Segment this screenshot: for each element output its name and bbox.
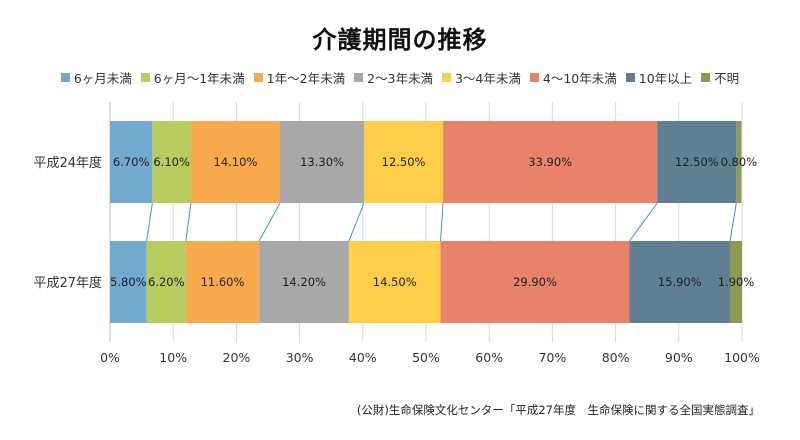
data-label: 13.30% (300, 155, 344, 169)
data-label: 33.90% (528, 155, 572, 169)
bar-segment (440, 241, 630, 323)
bar-segment (443, 121, 658, 203)
source-note: (公財)生命保険文化センター「平成27年度 生命保険に関する全国実態調査」 (356, 403, 760, 417)
data-label: 29.90% (513, 275, 557, 289)
bar-segment (348, 241, 441, 323)
bar-segment (259, 241, 349, 323)
legend-swatch (60, 73, 70, 82)
legend-item: 3〜4年未満 (441, 68, 521, 87)
bar-segment (110, 121, 153, 203)
legend-item: 4〜10年未満 (529, 68, 617, 87)
bar-segment (280, 121, 365, 203)
legend-swatch (625, 73, 635, 82)
legend-swatch (354, 73, 364, 82)
legend-label: 6ヶ月〜1年未満 (153, 71, 245, 86)
legend-label: 6ヶ月未満 (73, 71, 132, 86)
series-connector-line (629, 202, 658, 242)
x-tick-label: 50% (412, 350, 440, 365)
legend-item: 6ヶ月未満 (60, 68, 132, 87)
bar-segment (190, 121, 281, 203)
series-connector-line (258, 202, 281, 242)
bar-segment (146, 241, 186, 323)
series-connector-line (348, 202, 365, 242)
data-label: 6.70% (113, 155, 150, 169)
data-label: 15.90% (658, 275, 702, 289)
bar-segment (657, 121, 737, 203)
legend-swatch (701, 73, 711, 82)
series-connector-line (440, 202, 444, 242)
series-connector-line (146, 202, 153, 242)
data-label: 11.60% (201, 275, 245, 289)
x-tick-label: 40% (349, 350, 377, 365)
legend-item: 6ヶ月〜1年未満 (140, 68, 245, 87)
legend-label: 4〜10年未満 (542, 71, 617, 86)
legend-swatch (441, 73, 451, 82)
bar-segment (629, 241, 730, 323)
bar-segment (110, 241, 147, 323)
legend-swatch (140, 73, 150, 82)
legend-swatch (253, 73, 263, 82)
series-connector-line (729, 202, 737, 242)
x-tick-label: 20% (223, 350, 251, 365)
data-label: 14.10% (214, 155, 258, 169)
data-label: 6.20% (148, 275, 185, 289)
category-label: 平成27年度 (33, 275, 102, 291)
data-label: 6.10% (153, 155, 190, 169)
x-tick-label: 80% (602, 350, 630, 365)
bar-segment (185, 241, 260, 323)
legend-item: 10年以上 (625, 68, 693, 87)
legend-label: 3〜4年未満 (454, 71, 521, 86)
legend-item: 不明 (701, 68, 739, 87)
x-tick-label: 100% (724, 350, 760, 365)
x-tick-label: 30% (286, 350, 314, 365)
x-tick-label: 10% (159, 350, 187, 365)
bar-segment (736, 121, 742, 203)
legend-label: 10年以上 (638, 71, 693, 86)
data-label: 14.20% (282, 275, 326, 289)
chart-legend: 6ヶ月未満 6ヶ月〜1年未満 1年〜2年未満 2〜3年未満 3〜4年未満 4〜10年未満 1… (0, 68, 800, 87)
legend-item: 1年〜2年未満 (253, 68, 346, 87)
legend-label: 2〜3年未満 (367, 71, 433, 86)
x-tick-label: 70% (539, 350, 567, 365)
data-label: 12.50% (675, 155, 719, 169)
bar-segment (364, 121, 444, 203)
x-tick-label: 90% (665, 350, 693, 365)
x-tick-label: 0% (100, 350, 120, 365)
data-label: 0.80% (721, 155, 758, 169)
data-label: 5.80% (110, 275, 147, 289)
x-tick-label: 60% (475, 350, 503, 365)
data-label: 14.50% (373, 275, 417, 289)
chart-title: 介護期間の推移 (312, 26, 488, 54)
bar-segment (152, 121, 191, 203)
series-connector-line (185, 202, 192, 242)
legend-item: 2〜3年未満 (354, 68, 433, 87)
data-label: 1.90% (718, 275, 755, 289)
legend-label: 1年〜2年未満 (266, 71, 346, 86)
data-label: 12.50% (382, 155, 426, 169)
legend-label: 不明 (714, 71, 740, 86)
category-label: 平成24年度 (33, 155, 102, 171)
legend-swatch (529, 73, 539, 82)
bar-segment (729, 241, 742, 323)
